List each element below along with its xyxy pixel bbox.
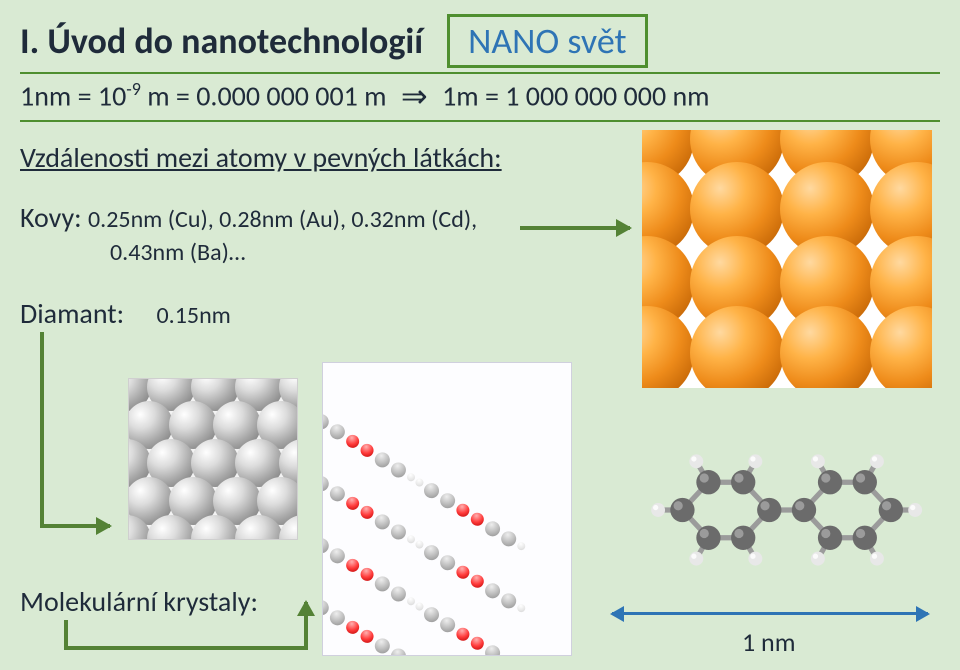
molecular-crystal-image [322, 362, 572, 656]
biphenyl-molecule [606, 430, 936, 590]
hcp-image [128, 378, 298, 540]
page-title: I. Úvod do nanotechnologií [20, 19, 423, 63]
kovy-values-1: 0.25nm (Cu), 0.28nm (Au), 0.32nm (Cd), [88, 205, 477, 234]
scale-bar-icon [612, 612, 928, 615]
conv-left: 1nm = 10 [20, 78, 126, 113]
nano-box: NANO svět [447, 14, 648, 68]
kovy-row: Kovy: 0.25nm (Cu), 0.28nm (Au), 0.32nm (… [20, 200, 477, 235]
kovy-label: Kovy: [20, 200, 82, 235]
conversion-row: 1nm = 10-9 m = 0.000 000 001 m ⇒ 1m = 1 … [20, 78, 710, 113]
conv-right: 1m = 1 000 000 000 nm [442, 78, 709, 113]
arrow-diamant-h-icon [40, 524, 110, 528]
mol-kryst-label: Molekulární krystaly: [20, 584, 258, 619]
diamant-label: Diamant: [20, 296, 124, 331]
kovy-values-2: 0.43nm (Ba)… [110, 238, 245, 267]
conv-mid: m = 0.000 000 001 m [141, 78, 387, 113]
lattice-image [642, 130, 932, 388]
arrow-molcryst-v2-icon [304, 602, 308, 650]
sub-heading: Vzdálenosti mezi atomy v pevných látkách… [20, 140, 502, 175]
rule-bottom [20, 120, 940, 122]
arrow-molcryst-h [64, 646, 308, 650]
rule-top [20, 72, 940, 74]
diamant-value: 0.15nm [157, 301, 231, 330]
scale-label: 1 nm [742, 626, 796, 658]
double-arrow-icon: ⇒ [401, 83, 428, 111]
arrow-kovy-icon [520, 226, 630, 230]
arrow-diamant-v [40, 332, 44, 528]
conv-exp: -9 [126, 78, 141, 100]
diamant-row: Diamant: 0.15nm [20, 296, 231, 331]
